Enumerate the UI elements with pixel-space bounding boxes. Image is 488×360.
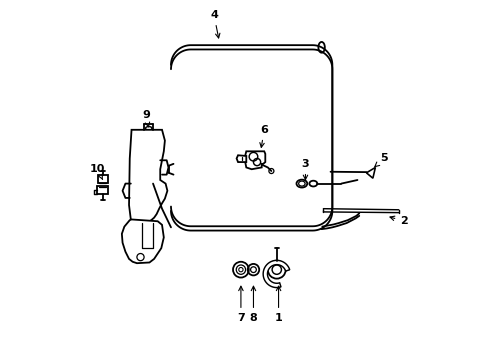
Polygon shape bbox=[263, 260, 289, 288]
Text: 3: 3 bbox=[301, 159, 308, 180]
Polygon shape bbox=[244, 151, 265, 169]
Text: 5: 5 bbox=[374, 153, 387, 167]
Text: 1: 1 bbox=[274, 286, 282, 323]
Text: 6: 6 bbox=[259, 125, 267, 147]
Bar bbox=[97, 186, 108, 194]
Polygon shape bbox=[122, 220, 163, 263]
Polygon shape bbox=[236, 155, 246, 162]
Text: 10: 10 bbox=[90, 164, 105, 180]
Text: 4: 4 bbox=[210, 10, 220, 38]
Polygon shape bbox=[366, 167, 375, 178]
Polygon shape bbox=[129, 130, 167, 225]
Bar bbox=[98, 175, 107, 183]
Text: 8: 8 bbox=[249, 286, 257, 323]
Text: 2: 2 bbox=[389, 216, 407, 226]
Text: 7: 7 bbox=[237, 286, 244, 323]
Text: 9: 9 bbox=[142, 111, 149, 127]
